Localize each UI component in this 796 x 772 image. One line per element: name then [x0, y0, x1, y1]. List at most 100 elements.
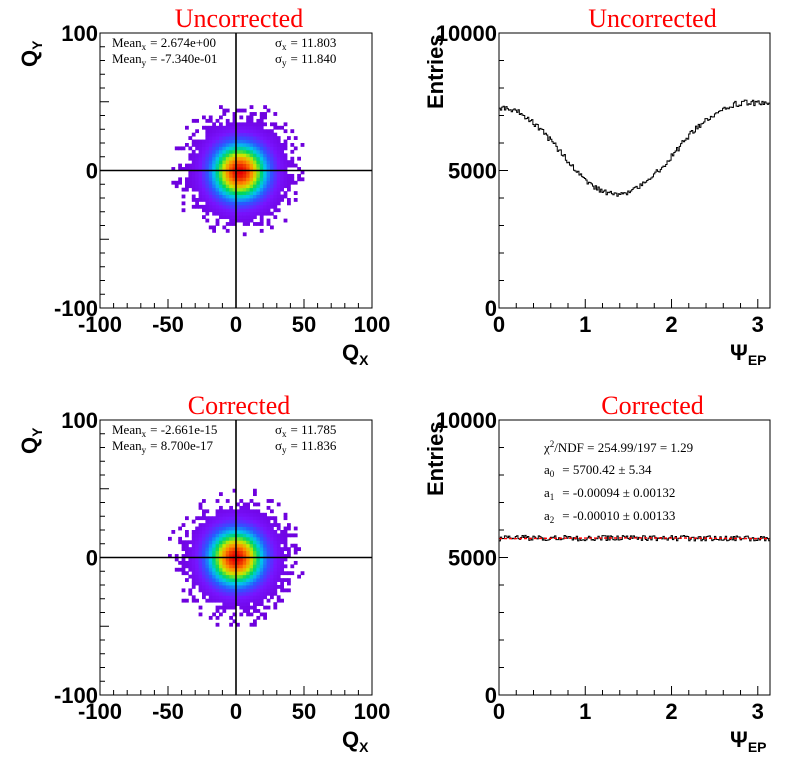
heatmap-cell [287, 173, 291, 178]
heatmap-cell [246, 194, 250, 199]
heatmap-cell [219, 115, 223, 120]
heatmap-cell [208, 526, 213, 531]
heatmap-cell [215, 194, 220, 199]
heatmap-cell [239, 554, 244, 558]
heatmap-cell [198, 502, 203, 507]
heatmap-cell [219, 204, 223, 209]
heatmap-cell [266, 523, 271, 527]
heatmap-cell [229, 153, 233, 158]
heatmap-cell [256, 595, 261, 600]
heatmap-cell [283, 180, 288, 185]
heatmap-cell [191, 163, 196, 168]
heatmap-cell [195, 143, 199, 147]
heatmap-cell [270, 153, 274, 158]
heatmap-cell [236, 163, 240, 168]
heatmap-cell [181, 564, 186, 569]
heatmap-cell [246, 516, 250, 521]
heatmap-cell [246, 122, 250, 127]
heatmap-cell [256, 574, 261, 579]
heatmap-cell [229, 194, 233, 199]
heatmap-cell [219, 180, 223, 185]
heatmap-cell [205, 132, 210, 137]
heatmap-cell [219, 149, 223, 154]
heatmap-cell [208, 118, 213, 123]
heatmap-cell [242, 218, 247, 223]
heatmap-cell [208, 187, 213, 192]
heatmap-cell [249, 125, 254, 130]
heatmap-cell [270, 136, 274, 140]
heatmap-cell [215, 118, 220, 123]
heatmap-cell [263, 530, 267, 534]
heatmap-cell [222, 167, 227, 171]
heatmap-cell [225, 605, 230, 610]
heatmap-cell [225, 595, 230, 600]
heatmap-cell [239, 547, 244, 552]
heatmap-cell [212, 540, 216, 545]
heatmap-cell [236, 516, 240, 521]
heatmap-cell [270, 564, 274, 569]
heatmap-cell [246, 540, 250, 545]
y-tick-label: 0 [86, 159, 98, 184]
heatmap-cell [198, 173, 203, 178]
heatmap-cell [219, 191, 223, 195]
heatmap-cell [253, 591, 257, 596]
heatmap-cell [174, 146, 179, 151]
heatmap-cell [249, 180, 254, 185]
heatmap-cell [263, 540, 267, 545]
heatmap-cell [195, 571, 199, 576]
heatmap-cell [276, 564, 281, 569]
heatmap-cell [256, 170, 261, 175]
heatmap-cell [259, 612, 264, 617]
heatmap-cell [236, 622, 240, 627]
heatmap-cell [263, 578, 267, 582]
heatmap-cell [229, 222, 233, 226]
heatmap-cell [191, 132, 196, 137]
heatmap-cell [185, 530, 189, 534]
heatmap-cell [273, 554, 278, 558]
heatmap-cell [259, 163, 264, 168]
heatmap-cell [225, 156, 230, 161]
heatmap-cell [266, 554, 271, 558]
heatmap-cell [263, 208, 267, 213]
heatmap-cell [256, 540, 261, 545]
heatmap-cell [239, 512, 244, 517]
heatmap-cell [246, 550, 250, 555]
heatmap-cell [219, 585, 223, 589]
heatmap-cell [270, 132, 274, 137]
heatmap-cell [219, 509, 223, 514]
heatmap-cell [212, 167, 216, 171]
heatmap-cell [208, 156, 213, 161]
heatmap-cell [219, 543, 223, 548]
heatmap-cell [273, 602, 278, 607]
heatmap-cell [195, 578, 199, 582]
heatmap-cell [256, 194, 261, 199]
heatmap-cell [212, 519, 216, 524]
heatmap-cell [195, 550, 199, 555]
heatmap-cell [276, 177, 281, 182]
heatmap-cell [256, 571, 261, 576]
heatmap-cell [249, 204, 254, 209]
heatmap-cell [246, 585, 250, 589]
heatmap-cell [242, 129, 247, 134]
heatmap-cell [256, 530, 261, 534]
heatmap-cell [249, 215, 254, 220]
heatmap-cell [259, 550, 264, 555]
heatmap-cell [246, 204, 250, 209]
heatmap-cell [212, 132, 216, 137]
heatmap-cell [259, 198, 264, 202]
heatmap-cell [191, 585, 196, 589]
heatmap-cell [222, 571, 227, 576]
heatmap-cell [208, 139, 213, 144]
heatmap-cell [273, 112, 278, 116]
x-tick-label: -50 [152, 312, 184, 337]
heatmap-cell [280, 557, 284, 562]
heatmap-cell [242, 194, 247, 199]
heatmap-cell [259, 540, 264, 545]
heatmap-cell [253, 170, 257, 175]
heatmap-cell [215, 499, 220, 503]
heatmap-cell [212, 129, 216, 134]
heatmap-cell [195, 129, 199, 134]
heatmap-cell [222, 560, 227, 565]
heatmap-cell [283, 122, 288, 127]
heatmap-cell [259, 530, 264, 534]
